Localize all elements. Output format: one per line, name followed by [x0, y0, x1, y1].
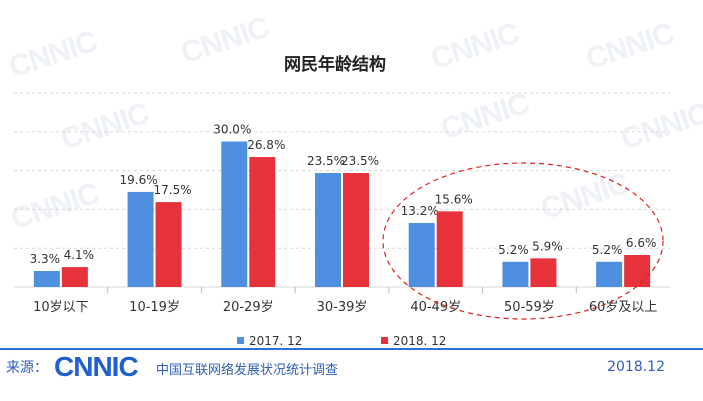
- data-label: 23.5%: [307, 154, 345, 168]
- x-tick-label: 60岁及以上: [589, 300, 658, 315]
- x-axis: 10岁以下 10-19岁 20-29岁 30-39岁 40-49岁 50-59岁 60岁及以…: [33, 287, 657, 315]
- highlight-ellipse: [382, 162, 664, 320]
- data-label: 5.9%: [532, 239, 563, 253]
- gridlines: [14, 92, 670, 288]
- bar: [343, 173, 369, 287]
- x-tick-label: 20-29岁: [223, 300, 274, 315]
- data-label: 17.5%: [154, 183, 192, 197]
- cnnic-logo: CNNIC: [54, 351, 139, 382]
- data-label: 15.6%: [435, 192, 473, 206]
- bar: [502, 261, 529, 287]
- bar: [436, 211, 463, 287]
- bar: [315, 173, 341, 287]
- data-label: 19.6%: [120, 173, 158, 187]
- data-label: 26.8%: [247, 138, 285, 152]
- legend: 2017. 12 2018. 12: [237, 334, 446, 345]
- data-label: 13.2%: [401, 204, 439, 218]
- legend-label: 2018. 12: [393, 334, 446, 345]
- data-label: 4.1%: [64, 248, 95, 262]
- x-tick-label: 10-19岁: [129, 300, 180, 315]
- data-label: 3.3%: [30, 252, 61, 266]
- footer-org: 中国互联网络发展状况统计调查: [156, 363, 339, 378]
- bar: [624, 254, 651, 287]
- x-tick-label: 30-39岁: [317, 300, 368, 315]
- legend-swatch: [237, 337, 244, 344]
- bars: 3.3% 4.1% 19.6%17.5% 30.0%26.8% 23.5%23.5% 13…: [30, 123, 657, 287]
- footer-source-label: 来源：: [6, 360, 48, 376]
- x-tick-label: 10岁以下: [33, 300, 89, 315]
- bar: [530, 258, 557, 287]
- bar: [61, 267, 88, 287]
- bar: [155, 202, 182, 287]
- bar: [596, 261, 623, 287]
- data-label: 30.0%: [213, 123, 251, 137]
- legend-label: 2017. 12: [249, 334, 302, 345]
- legend-swatch: [381, 337, 388, 344]
- footer-date: 2018.12: [607, 359, 665, 375]
- bar: [221, 141, 248, 287]
- bar: [127, 191, 154, 287]
- chart-title: 网民年龄结构: [284, 54, 386, 75]
- x-tick-label: 50-59岁: [504, 300, 555, 315]
- x-tick-label: 40-49岁: [410, 300, 461, 315]
- bar: [33, 270, 60, 287]
- data-label: 23.5%: [341, 154, 379, 168]
- bar: [249, 157, 276, 287]
- data-label: 5.2%: [498, 243, 529, 257]
- bar: [408, 222, 435, 287]
- data-label: 6.6%: [626, 236, 657, 250]
- bar-chart: 网民年龄结构 3.3% 4.1% 19.6%17.5% 30.0%26.8% 23.5%…: [14, 54, 670, 345]
- data-label: 5.2%: [592, 243, 623, 257]
- footer-divider: [0, 348, 703, 350]
